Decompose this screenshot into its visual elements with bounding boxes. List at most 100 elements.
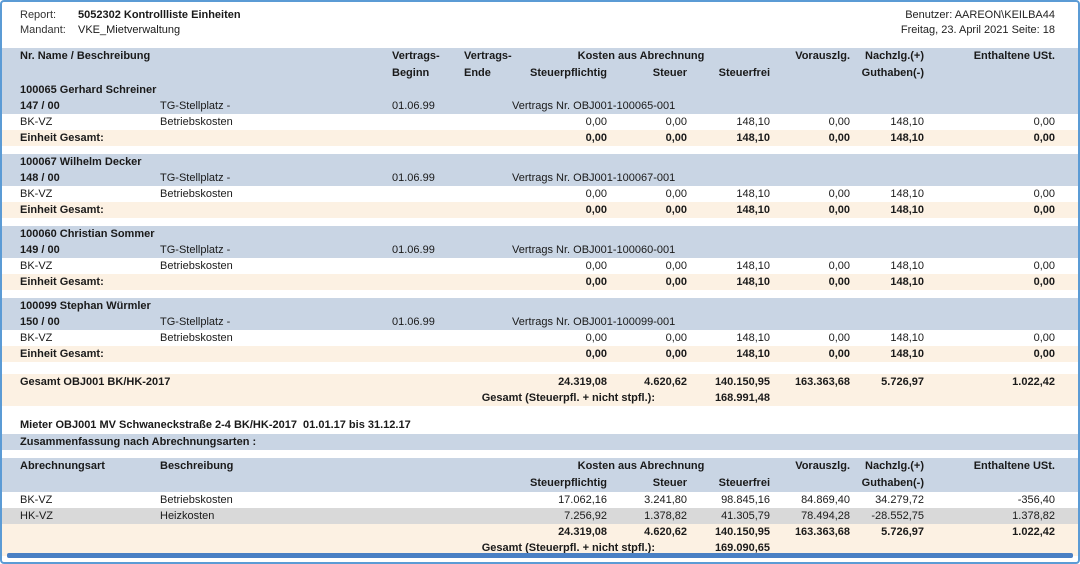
value-cell: 0,00 — [770, 274, 850, 290]
value-cell: 0,00 — [512, 186, 607, 202]
unit-title: 100067 Wilhelm Decker — [20, 154, 512, 170]
value-cell: 148,10 — [687, 202, 770, 218]
col-settlement-type: Abrechnungsart — [20, 458, 160, 475]
unit-detail-row: 150 / 00 TG-Stellplatz - 01.06.99 Vertra… — [2, 314, 1078, 330]
cost-desc: Betriebskosten — [160, 186, 392, 202]
unit-total-row: Einheit Gesamt: 0,00 0,00 148,10 0,00 14… — [2, 346, 1078, 362]
value-cell: 0,00 — [607, 274, 687, 290]
value-cell: 98.845,16 — [687, 492, 770, 508]
value-cell: 0,00 — [607, 202, 687, 218]
date-page-line: Freitag, 23. April 2021 Seite: 18 — [901, 23, 1055, 38]
summary-total-row: 24.319,08 4.620,62 140.150,95 163.363,68… — [2, 524, 1078, 540]
col-taxfree: Steuerfrei — [687, 475, 770, 492]
col-contract-begin: Vertrags- — [392, 48, 464, 65]
spacer — [2, 362, 1078, 368]
value-cell: 0,00 — [924, 202, 1055, 218]
cost-desc: Betriebskosten — [160, 258, 392, 274]
unit-detail-row: 147 / 00 TG-Stellplatz - 01.06.99 Vertra… — [2, 98, 1078, 114]
unit-title: 100065 Gerhard Schreiner — [20, 82, 512, 98]
col-contract-end: Vertrags- — [464, 48, 512, 65]
summary-row: HK-VZ Heizkosten 7.256,92 1.378,82 41.30… — [2, 508, 1078, 524]
value-cell: 84.869,40 — [770, 492, 850, 508]
col-taxable: Steuerpflichtig — [512, 65, 607, 82]
value-cell: 0,00 — [770, 202, 850, 218]
grand-total-row: Gesamt OBJ001 BK/HK-2017 24.319,08 4.620… — [2, 374, 1078, 390]
cost-type: BK-VZ — [20, 258, 160, 274]
value-cell: 7.256,92 — [512, 508, 607, 524]
col-balance: Nachzlg.(+) — [850, 458, 924, 475]
value-cell: 163.363,68 — [770, 524, 850, 540]
cost-type: BK-VZ — [20, 330, 160, 346]
value-cell: 0,00 — [607, 130, 687, 146]
value-cell: 148,10 — [687, 330, 770, 346]
value-cell: 140.150,95 — [687, 524, 770, 540]
col-begin: Beginn — [392, 65, 464, 82]
cost-type: BK-VZ — [20, 186, 160, 202]
col-taxable: Steuerpflichtig — [512, 475, 607, 492]
grand-total-sum-label: Gesamt (Steuerpfl. + nicht stpfl.): — [20, 390, 687, 406]
page-header: Report:5052302 Kontrollliste Einheiten M… — [2, 2, 1078, 38]
col-tax: Steuer — [607, 475, 687, 492]
value-cell: 0,00 — [512, 274, 607, 290]
summary-title: Zusammenfassung nach Abrechnungsarten : — [2, 434, 1078, 450]
col-credit: Guthaben(-) — [850, 475, 924, 492]
value-cell: 0,00 — [770, 130, 850, 146]
value-cell: 1.378,82 — [924, 508, 1055, 524]
unit-title-row: 100099 Stephan Würmler — [2, 298, 1078, 314]
cost-row: BK-VZ Betriebskosten 0,00 0,00 148,10 0,… — [2, 330, 1078, 346]
value-cell: 148,10 — [850, 274, 924, 290]
cost-row: BK-VZ Betriebskosten 0,00 0,00 148,10 0,… — [2, 186, 1078, 202]
value-cell: 0,00 — [512, 202, 607, 218]
spacer — [2, 218, 1078, 226]
unit-detail-row: 148 / 00 TG-Stellplatz - 01.06.99 Vertra… — [2, 170, 1078, 186]
value-cell: 148,10 — [687, 274, 770, 290]
value-cell: 4.620,62 — [607, 524, 687, 540]
value-cell: 0,00 — [512, 258, 607, 274]
col-description: Beschreibung — [160, 458, 392, 475]
settlement-type: BK-VZ — [20, 492, 160, 508]
page-header-right: Benutzer: AAREON\KEILBA44 Freitag, 23. A… — [901, 8, 1055, 38]
col-vat: Enthaltene USt. — [924, 48, 1055, 65]
mieter-line: Mieter OBJ001 MV Schwaneckstraße 2-4 BK/… — [2, 418, 1078, 433]
value-cell: 163.363,68 — [770, 374, 850, 390]
contract-begin: 01.06.99 — [392, 242, 464, 258]
col-end: Ende — [464, 65, 512, 82]
value-cell: 0,00 — [770, 258, 850, 274]
col-prepayment: Vorauszlg. — [770, 458, 850, 475]
contract-ref: Vertrags Nr. OBJ001-100067-001 — [512, 170, 770, 186]
col-name: Nr. Name / Beschreibung — [20, 48, 160, 65]
unit-total-label: Einheit Gesamt: — [20, 202, 392, 218]
contract-ref: Vertrags Nr. OBJ001-100065-001 — [512, 98, 770, 114]
grand-total-sum-value: 168.991,48 — [687, 390, 770, 406]
value-cell: 24.319,08 — [512, 524, 607, 540]
contract-ref: Vertrags Nr. OBJ001-100060-001 — [512, 242, 770, 258]
value-cell: 4.620,62 — [607, 374, 687, 390]
value-cell: 148,10 — [687, 130, 770, 146]
value-cell: 0,00 — [924, 186, 1055, 202]
unit-title: 100099 Stephan Würmler — [20, 298, 512, 314]
value-cell: 148,10 — [850, 202, 924, 218]
col-costs-group: Kosten aus Abrechnung — [512, 458, 770, 475]
unit-type: TG-Stellplatz - — [160, 98, 392, 114]
value-cell: 24.319,08 — [512, 374, 607, 390]
units-table-header-row-1: Nr. Name / Beschreibung Vertrags- Vertra… — [2, 48, 1078, 65]
value-cell: 34.279,72 — [850, 492, 924, 508]
value-cell: 0,00 — [924, 274, 1055, 290]
grand-total-label: Gesamt OBJ001 BK/HK-2017 — [20, 374, 512, 390]
unit-total-row: Einheit Gesamt: 0,00 0,00 148,10 0,00 14… — [2, 274, 1078, 290]
report-window: Report:5052302 Kontrollliste Einheiten M… — [0, 0, 1080, 564]
summary-table-header-row-1: Abrechnungsart Beschreibung Kosten aus A… — [2, 458, 1078, 475]
unit-number: 147 / 00 — [20, 98, 160, 114]
unit-title: 100060 Christian Sommer — [20, 226, 512, 242]
value-cell: 1.378,82 — [607, 508, 687, 524]
report-line: Report:5052302 Kontrollliste Einheiten — [20, 8, 241, 23]
mandant-value: VKE_Mietverwaltung — [78, 24, 180, 36]
unit-total-row: Einheit Gesamt: 0,00 0,00 148,10 0,00 14… — [2, 202, 1078, 218]
unit-type: TG-Stellplatz - — [160, 170, 392, 186]
value-cell: 148,10 — [850, 330, 924, 346]
value-cell: 1.022,42 — [924, 374, 1055, 390]
settlement-type: HK-VZ — [20, 508, 160, 524]
value-cell: 148,10 — [850, 258, 924, 274]
value-cell: 0,00 — [512, 330, 607, 346]
bottom-scrollbar[interactable] — [7, 553, 1073, 558]
